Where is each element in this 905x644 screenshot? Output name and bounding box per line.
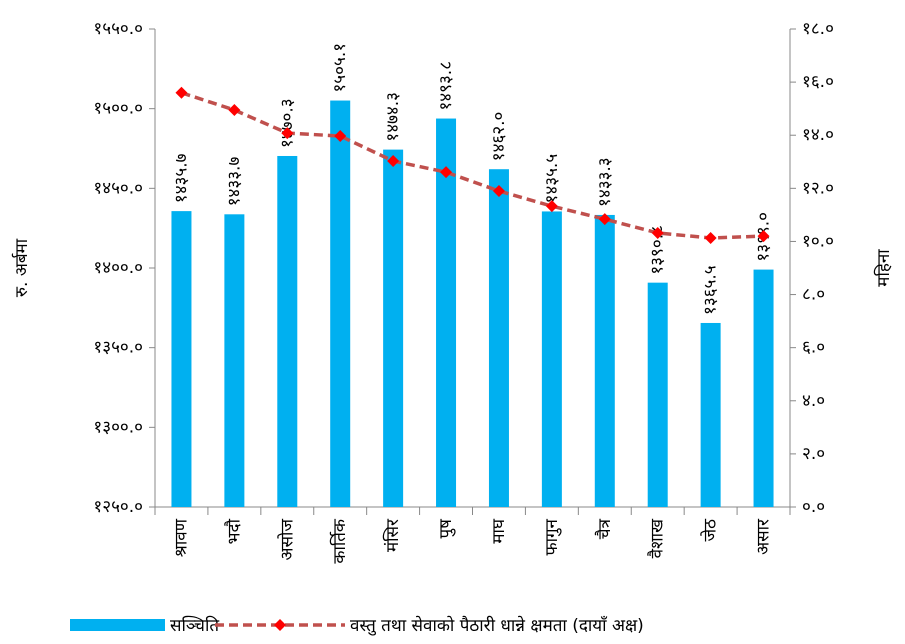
y2-tick-label: १२.० [802,178,834,198]
legend-label: वस्तु तथा सेवाको पैठारी धान्ने क्षमता (द… [350,615,644,636]
bar [224,214,245,507]
x-tick-label: कार्तिक [329,518,350,564]
y2-tick-label: २.० [802,444,825,464]
x-tick-label: मंसिर [382,518,403,552]
y2-tick-label: ४.० [802,391,825,411]
y2-axis-label: महिना [873,249,894,287]
bar [753,269,774,507]
x-tick-label: पुष [436,518,456,539]
value-label: १४३५.७ [171,153,191,203]
bar [488,169,509,508]
value-label: १४६२.० [489,112,509,162]
y2-tick-label: १६.० [802,72,834,92]
legend-swatch [70,619,165,631]
legend-label: सञ्चिति [170,615,219,636]
line-marker [334,130,347,143]
x-tick-label: श्रावण [171,518,191,557]
line-marker [651,226,664,239]
value-label: १५०५.१ [330,43,350,93]
y2-tick-label: १८.० [802,19,834,39]
value-label: १४७४.३ [383,92,403,142]
line-marker [545,200,558,213]
x-tick-label: असार [754,518,774,555]
value-label: १४३५.५ [542,154,562,204]
bar [330,100,351,508]
value-label: १४७०.३ [277,98,297,148]
bar [647,282,668,507]
x-tick-label: भदौ [223,518,244,544]
y-tick-label: १३५०.० [93,338,143,358]
bar [171,211,192,508]
value-label: १४९३.८ [436,61,456,111]
bar [541,211,562,508]
line-marker [492,184,505,197]
y-tick-label: १५००.० [93,99,143,119]
bar [277,155,298,508]
x-tick-label: माघ [489,518,509,544]
line-marker [598,213,611,226]
y-tick-label: १४५०.० [93,178,143,198]
bar [700,322,721,507]
x-tick-label: जेठ [700,518,721,542]
x-tick-label: फागुन [542,518,562,555]
x-tick-label: असोज [276,519,297,561]
y-axis-label: रु. अर्बमा [11,238,32,297]
y2-tick-label: १४.० [802,125,834,145]
value-label: १४३३.३ [595,157,615,207]
y-tick-label: १५५०.० [93,19,143,39]
y2-tick-label: ०.० [802,497,825,517]
line [180,91,764,240]
y2-tick-label: १०.० [802,231,834,251]
y2-tick-label: ८.० [802,285,825,305]
bar [594,214,615,507]
line-marker [704,231,717,244]
y-tick-label: १४००.० [93,258,143,278]
line-marker [228,103,241,116]
y-tick-label: १२५०.० [93,497,143,517]
y2-tick-label: ६.० [802,338,825,358]
line-marker [387,154,400,167]
bar [383,149,404,507]
line-marker [175,86,188,99]
y-tick-label: १३००.० [93,417,143,437]
legend-marker [274,619,286,631]
value-label: १३६५.५ [701,265,721,315]
line-marker [281,127,294,140]
value-label: १४३३.७ [224,157,244,207]
line-marker [440,166,453,179]
line-marker [757,230,770,243]
x-tick-label: चैत्र [594,518,615,539]
value-label: १३९०.८ [648,225,668,275]
bar [436,118,457,507]
x-tick-label: वैशाख [647,518,668,558]
